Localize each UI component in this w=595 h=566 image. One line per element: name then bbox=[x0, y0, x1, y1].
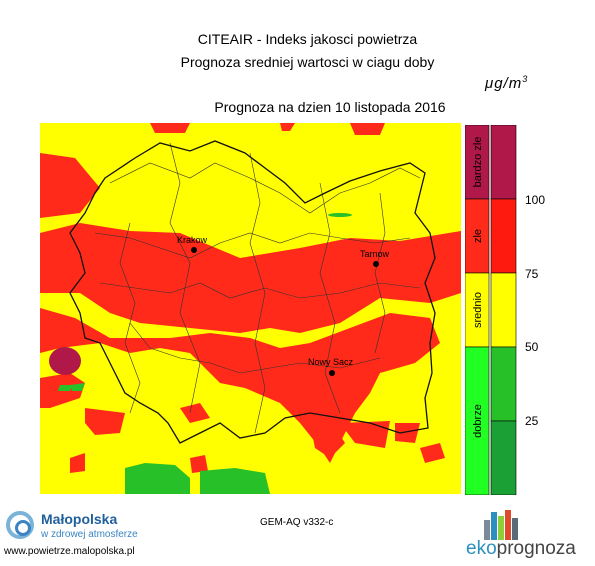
scale-moderate bbox=[490, 272, 517, 348]
voivodeship-border bbox=[69, 140, 436, 444]
city-krakow: Krakow bbox=[177, 235, 208, 253]
malopolska-logo-name: Małopolska bbox=[41, 511, 118, 527]
scale-bad bbox=[490, 198, 517, 274]
city-nowy-sacz: Nowy Sacz bbox=[308, 357, 354, 376]
legend-good bbox=[465, 346, 490, 495]
scale-good-high bbox=[490, 346, 517, 422]
map-title: CITEAIR - Indeks jakosci powietrza bbox=[197, 31, 418, 47]
map-subtitle: Prognoza sredniej wartosci w ciagu doby bbox=[180, 54, 435, 70]
pollution-map: Krakow Tarnow Nowy Sacz bbox=[40, 123, 461, 494]
legend-label-good: dobrze bbox=[472, 404, 484, 438]
forecast-date: Prognoza na dzien 10 listopada 2016 bbox=[214, 99, 446, 115]
scale-very-bad bbox=[490, 125, 517, 200]
scale-tick-50: 50 bbox=[525, 340, 539, 354]
malopolska-logo-icon bbox=[6, 511, 34, 539]
legend-very-bad bbox=[465, 125, 490, 200]
bad-areas bbox=[40, 123, 461, 491]
legend-moderate bbox=[465, 272, 490, 348]
scale-good-low bbox=[490, 420, 517, 495]
very-bad-area bbox=[49, 347, 81, 375]
scale-tick-100: 100 bbox=[525, 193, 546, 207]
malopolska-logo-sub: w zdrowej atmosferze bbox=[41, 529, 138, 540]
model-version: GEM-AQ v332-c bbox=[260, 517, 334, 528]
county-boundaries bbox=[94, 142, 421, 434]
site-url[interactable]: www.powietrze.malopolska.pl bbox=[4, 546, 135, 557]
unit-label: μg/m3 bbox=[485, 74, 529, 92]
nowy-sacz-marker bbox=[329, 370, 335, 376]
nowy-sacz-label: Nowy Sacz bbox=[308, 357, 354, 367]
legend-bad bbox=[465, 198, 490, 274]
legend-label-bad: zle bbox=[472, 229, 484, 243]
legend-label-very-bad: bardzo zle bbox=[472, 137, 484, 188]
city-tarnow: Tarnow bbox=[360, 249, 390, 267]
krakow-marker bbox=[191, 247, 197, 253]
krakow-label: Krakow bbox=[177, 235, 208, 245]
ekoprognoza-logo-text: ekoprognoza bbox=[466, 538, 576, 559]
tarnow-label: Tarnow bbox=[360, 249, 390, 259]
legend-label-moderate: srednio bbox=[472, 292, 484, 328]
tarnow-marker bbox=[373, 261, 379, 267]
good-areas bbox=[58, 213, 352, 494]
scale-tick-25: 25 bbox=[525, 414, 539, 428]
malopolska-logo: Małopolska w zdrowej atmosferze bbox=[4, 509, 154, 549]
scale-tick-75: 75 bbox=[525, 267, 539, 281]
color-scale-legend: bardzo zle zle srednio dobrze bbox=[465, 125, 517, 495]
ekoprognoza-logo-icon bbox=[484, 510, 518, 540]
